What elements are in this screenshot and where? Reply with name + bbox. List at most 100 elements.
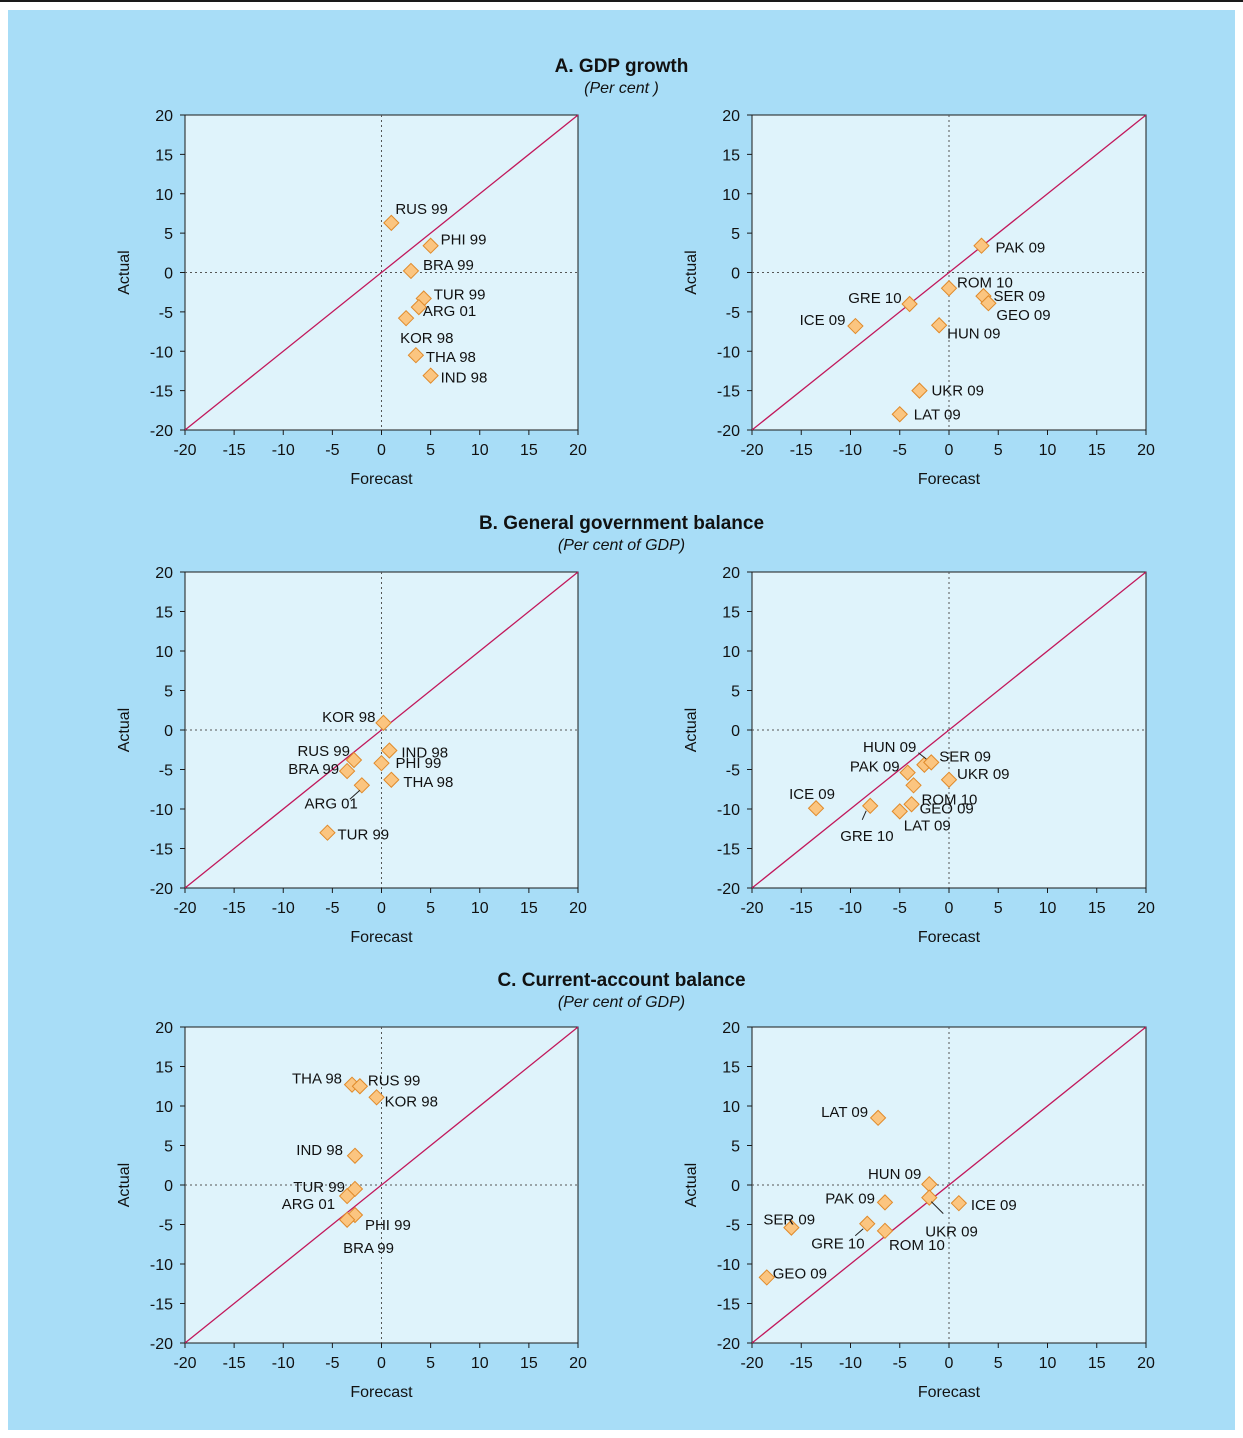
x-tick-label: 10 [1039, 1355, 1057, 1372]
data-point-label: PAK 09 [850, 759, 900, 776]
data-point-label: GRE 10 [848, 290, 901, 307]
y-tick-label: -5 [159, 763, 173, 780]
data-point-marker [876, 1194, 894, 1211]
x-tick-label: -20 [740, 900, 763, 917]
y-tick-label: -20 [717, 1336, 740, 1353]
data-point-marker [338, 762, 356, 780]
data-point-marker [351, 1078, 369, 1095]
data-point-marker [375, 714, 392, 732]
x-tick-label: -15 [790, 1355, 813, 1372]
label-leader-line [930, 1201, 944, 1214]
data-point-marker [422, 237, 439, 254]
data-point-label: ROM 10 [922, 791, 978, 808]
data-point-label: PAK 09 [825, 1190, 875, 1207]
data-point-marker [383, 771, 400, 788]
x-tick-label: -5 [893, 900, 907, 917]
data-point-label: ROM 10 [889, 1237, 945, 1254]
data-point-marker [861, 797, 879, 815]
data-point-label: GRE 10 [840, 828, 893, 845]
x-tick-label: 0 [945, 442, 954, 459]
data-point-marker [758, 1269, 775, 1286]
data-point-label: PHI 99 [441, 232, 487, 249]
data-point-label: LAT 09 [904, 817, 951, 834]
data-point-marker [407, 346, 425, 364]
x-tick-label: 20 [569, 900, 587, 917]
data-point-marker [921, 1189, 938, 1206]
data-point-label: LAT 09 [914, 406, 961, 423]
data-point-label: BRA 99 [288, 761, 339, 778]
y-tick-label: 15 [722, 1060, 740, 1077]
y-tick-label: 0 [164, 266, 173, 283]
data-point-label: ARG 01 [282, 1196, 335, 1213]
diagonal-reference-line [751, 571, 1147, 889]
x-tick-label: 15 [1088, 442, 1106, 459]
x-tick-label: 15 [1088, 900, 1106, 917]
y-tick-label: 0 [731, 723, 740, 740]
y-tick-label: 10 [722, 644, 740, 661]
data-point-marker [911, 382, 928, 399]
x-tick-label: 5 [426, 900, 435, 917]
y-tick-label: 5 [164, 1139, 173, 1156]
x-tick-label: -15 [223, 1355, 246, 1372]
data-point-label: ARG 01 [304, 795, 357, 812]
x-tick-label: 15 [520, 900, 538, 917]
x-tick-label: 5 [994, 1355, 1003, 1372]
data-point-label: ARG 01 [423, 303, 476, 320]
scatter-panel-3: -20-20 -15 -15 -10 -10 -5 -5 0 0 5 5 10 10 15 15 20 20 Fo… [116, 565, 587, 946]
scatter-panel-5: -20-20 -15 -15 -10 -10 -5 -5 0 0 5 5 10 10 15 15 20 20 Fo… [116, 1020, 587, 1401]
data-point-marker [876, 1222, 894, 1240]
y-tick-label: 5 [164, 684, 173, 701]
x-tick-label: -5 [893, 1355, 907, 1372]
data-point-label: TUR 99 [434, 286, 486, 303]
x-tick-label: 20 [569, 1355, 587, 1372]
data-point-label: KOR 98 [400, 330, 453, 347]
x-tick-label: -15 [790, 900, 813, 917]
data-point-marker [905, 777, 922, 794]
data-point-marker [383, 214, 400, 232]
x-tick-label: -20 [173, 442, 196, 459]
x-tick-label: 15 [520, 1355, 538, 1372]
data-point-label: GEO 09 [920, 800, 974, 817]
data-point-label: KOR 98 [322, 709, 375, 726]
data-point-label: GEO 09 [996, 307, 1050, 324]
section-c-subtitle: (Per cent of GDP) [557, 994, 686, 1011]
section-b-title: B. General government balance [478, 513, 765, 534]
y-tick-label: -20 [150, 881, 173, 898]
y-tick-label: 5 [731, 226, 740, 243]
diagonal-reference-line [184, 1026, 579, 1344]
x-tick-label: -15 [790, 442, 813, 459]
x-tick-label: 10 [1039, 900, 1057, 917]
x-tick-label: -20 [173, 1355, 196, 1372]
x-tick-label: -15 [223, 900, 246, 917]
x-tick-label: -20 [740, 1355, 763, 1372]
data-point-marker [807, 800, 825, 817]
data-point-marker [973, 237, 990, 254]
data-point-marker [346, 1147, 364, 1164]
data-point-marker [410, 298, 428, 316]
data-point-marker [422, 367, 439, 384]
x-tick-label: 5 [994, 442, 1003, 459]
data-point-marker [783, 1219, 800, 1236]
x-tick-label: 5 [426, 442, 435, 459]
data-point-marker [338, 1187, 356, 1205]
data-point-marker [891, 406, 908, 423]
x-tick-label: -5 [325, 1355, 339, 1372]
y-tick-label: 5 [731, 684, 740, 701]
data-point-label: HUN 09 [868, 1166, 921, 1183]
x-tick-label: 0 [377, 442, 386, 459]
data-point-label: ICE 09 [800, 312, 846, 329]
x-tick-label: 15 [1088, 1355, 1106, 1372]
y-axis-label: Actual [683, 250, 700, 294]
y-tick-label: -10 [150, 802, 173, 819]
section-a-subtitle: (Per cent ) [584, 80, 659, 97]
x-tick-label: -10 [839, 900, 862, 917]
x-tick-label: -10 [272, 442, 295, 459]
data-point-label: PHI 99 [396, 755, 442, 772]
data-point-label: HUN 09 [947, 325, 1000, 342]
data-point-label: THA 98 [403, 774, 453, 791]
y-tick-label: -15 [717, 384, 740, 401]
diagonal-reference-line [184, 114, 579, 431]
data-point-label: IND 98 [401, 745, 448, 762]
scatter-panel-6: -20-20 -15 -15 -10 -10 -5 -5 0 0 5 5 10 10 15 15 20 20 Fo… [683, 1020, 1155, 1401]
